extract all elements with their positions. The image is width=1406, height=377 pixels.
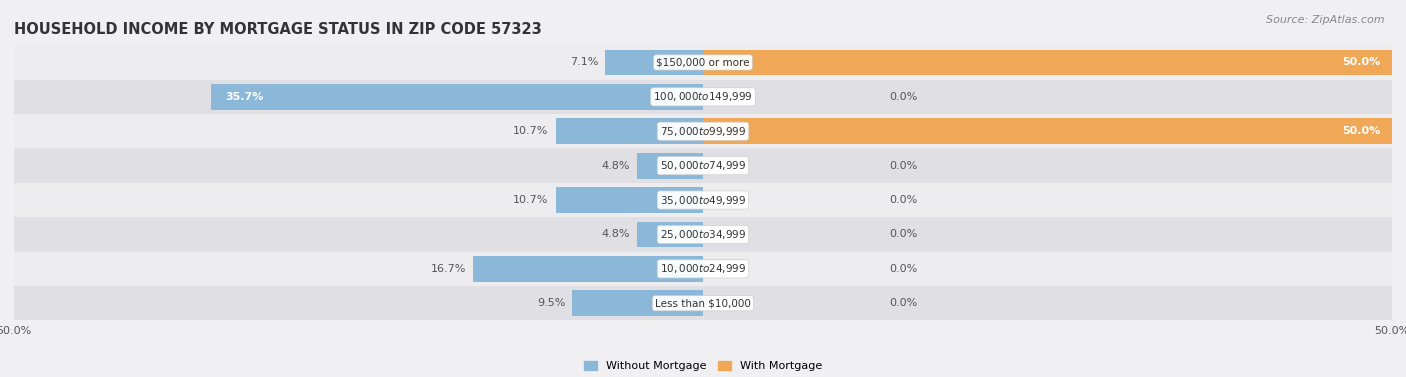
Text: 0.0%: 0.0% — [889, 264, 917, 274]
Text: 50.0%: 50.0% — [1343, 57, 1381, 67]
Bar — [637, 222, 703, 247]
Bar — [14, 286, 1392, 320]
Bar — [572, 290, 703, 316]
Bar — [703, 118, 1392, 144]
Text: 0.0%: 0.0% — [889, 195, 917, 205]
Text: 16.7%: 16.7% — [430, 264, 465, 274]
Text: HOUSEHOLD INCOME BY MORTGAGE STATUS IN ZIP CODE 57323: HOUSEHOLD INCOME BY MORTGAGE STATUS IN Z… — [14, 22, 541, 37]
Text: $150,000 or more: $150,000 or more — [657, 57, 749, 67]
Bar — [703, 49, 1392, 75]
Bar — [14, 45, 1392, 80]
Text: 9.5%: 9.5% — [537, 298, 565, 308]
Text: Less than $10,000: Less than $10,000 — [655, 298, 751, 308]
Bar — [637, 153, 703, 179]
Text: $100,000 to $149,999: $100,000 to $149,999 — [654, 90, 752, 103]
Text: 0.0%: 0.0% — [889, 92, 917, 102]
Bar — [14, 183, 1392, 217]
Bar — [605, 49, 703, 75]
Bar — [14, 217, 1392, 252]
Text: 4.8%: 4.8% — [602, 161, 630, 171]
Text: $75,000 to $99,999: $75,000 to $99,999 — [659, 125, 747, 138]
Text: 7.1%: 7.1% — [569, 57, 599, 67]
Bar — [14, 149, 1392, 183]
Bar — [14, 252, 1392, 286]
Text: $35,000 to $49,999: $35,000 to $49,999 — [659, 193, 747, 207]
Text: 4.8%: 4.8% — [602, 230, 630, 239]
Bar — [555, 187, 703, 213]
Text: 50.0%: 50.0% — [1343, 126, 1381, 136]
Text: 0.0%: 0.0% — [889, 230, 917, 239]
Bar — [211, 84, 703, 110]
Text: Source: ZipAtlas.com: Source: ZipAtlas.com — [1267, 15, 1385, 25]
Bar — [555, 118, 703, 144]
Bar — [14, 80, 1392, 114]
Text: $25,000 to $34,999: $25,000 to $34,999 — [659, 228, 747, 241]
Text: $10,000 to $24,999: $10,000 to $24,999 — [659, 262, 747, 275]
Text: 0.0%: 0.0% — [889, 161, 917, 171]
Text: 10.7%: 10.7% — [513, 126, 548, 136]
Text: 10.7%: 10.7% — [513, 195, 548, 205]
Legend: Without Mortgage, With Mortgage: Without Mortgage, With Mortgage — [579, 356, 827, 375]
Text: $50,000 to $74,999: $50,000 to $74,999 — [659, 159, 747, 172]
Text: 35.7%: 35.7% — [225, 92, 263, 102]
Text: 0.0%: 0.0% — [889, 298, 917, 308]
Bar — [14, 114, 1392, 149]
Bar — [472, 256, 703, 282]
